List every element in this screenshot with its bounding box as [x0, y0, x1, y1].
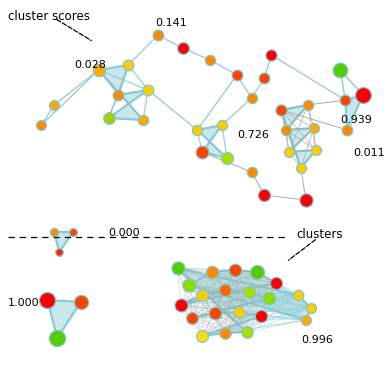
Point [249, 95, 255, 101]
Polygon shape [178, 268, 311, 336]
Point [342, 97, 348, 103]
Polygon shape [54, 232, 73, 252]
Point [209, 269, 215, 275]
Point [219, 122, 225, 128]
Point [212, 310, 218, 316]
Point [312, 147, 319, 153]
Text: 0.141: 0.141 [155, 18, 187, 28]
Point [266, 295, 272, 301]
Point [286, 149, 292, 155]
Point [38, 122, 45, 128]
Point [155, 32, 161, 38]
Point [199, 149, 205, 155]
Text: 1.000: 1.000 [8, 298, 40, 308]
Point [303, 317, 309, 323]
Point [186, 282, 192, 288]
Point [180, 45, 186, 51]
Point [189, 315, 196, 321]
Point [174, 265, 181, 271]
Point [70, 229, 76, 235]
Point [295, 292, 301, 298]
Point [278, 107, 284, 113]
Point [125, 62, 131, 68]
Point [253, 269, 260, 275]
Point [360, 92, 366, 98]
Text: 0.939: 0.939 [340, 115, 372, 125]
Polygon shape [281, 105, 316, 168]
Point [337, 67, 343, 73]
Point [199, 292, 205, 298]
Point [96, 67, 102, 73]
Point [258, 313, 265, 319]
Point [51, 102, 57, 108]
Point [178, 302, 184, 308]
Point [51, 229, 57, 235]
Text: clusters: clusters [296, 228, 343, 241]
Point [283, 127, 289, 133]
Point [261, 75, 267, 81]
Point [298, 165, 304, 171]
Point [261, 192, 267, 198]
Point [115, 92, 122, 98]
Point [243, 329, 250, 335]
Point [236, 309, 242, 315]
Point [305, 102, 311, 108]
Point [207, 57, 213, 63]
Point [303, 197, 309, 203]
Point [105, 115, 112, 121]
Point [234, 72, 240, 78]
Point [56, 249, 62, 255]
Point [199, 333, 205, 339]
Point [194, 127, 200, 133]
Point [232, 267, 238, 273]
Text: 0.028: 0.028 [74, 60, 106, 70]
Point [344, 127, 350, 133]
Text: 0.011: 0.011 [353, 148, 385, 158]
Polygon shape [345, 95, 363, 130]
Point [308, 305, 314, 311]
Text: 0.996: 0.996 [301, 335, 333, 345]
Point [140, 117, 146, 123]
Text: 0.000: 0.000 [109, 228, 140, 238]
Point [78, 299, 84, 305]
Point [273, 280, 279, 286]
Point [222, 287, 228, 293]
Point [310, 125, 317, 131]
Polygon shape [47, 300, 81, 338]
Polygon shape [99, 65, 148, 120]
Text: 0.726: 0.726 [237, 130, 269, 140]
Point [249, 169, 255, 175]
Point [222, 330, 228, 336]
Point [145, 87, 151, 93]
Text: cluster scores: cluster scores [8, 10, 90, 23]
Point [268, 52, 274, 58]
Point [44, 297, 51, 303]
Point [245, 289, 252, 295]
Point [224, 155, 230, 161]
Point [54, 335, 60, 341]
Polygon shape [197, 125, 227, 158]
